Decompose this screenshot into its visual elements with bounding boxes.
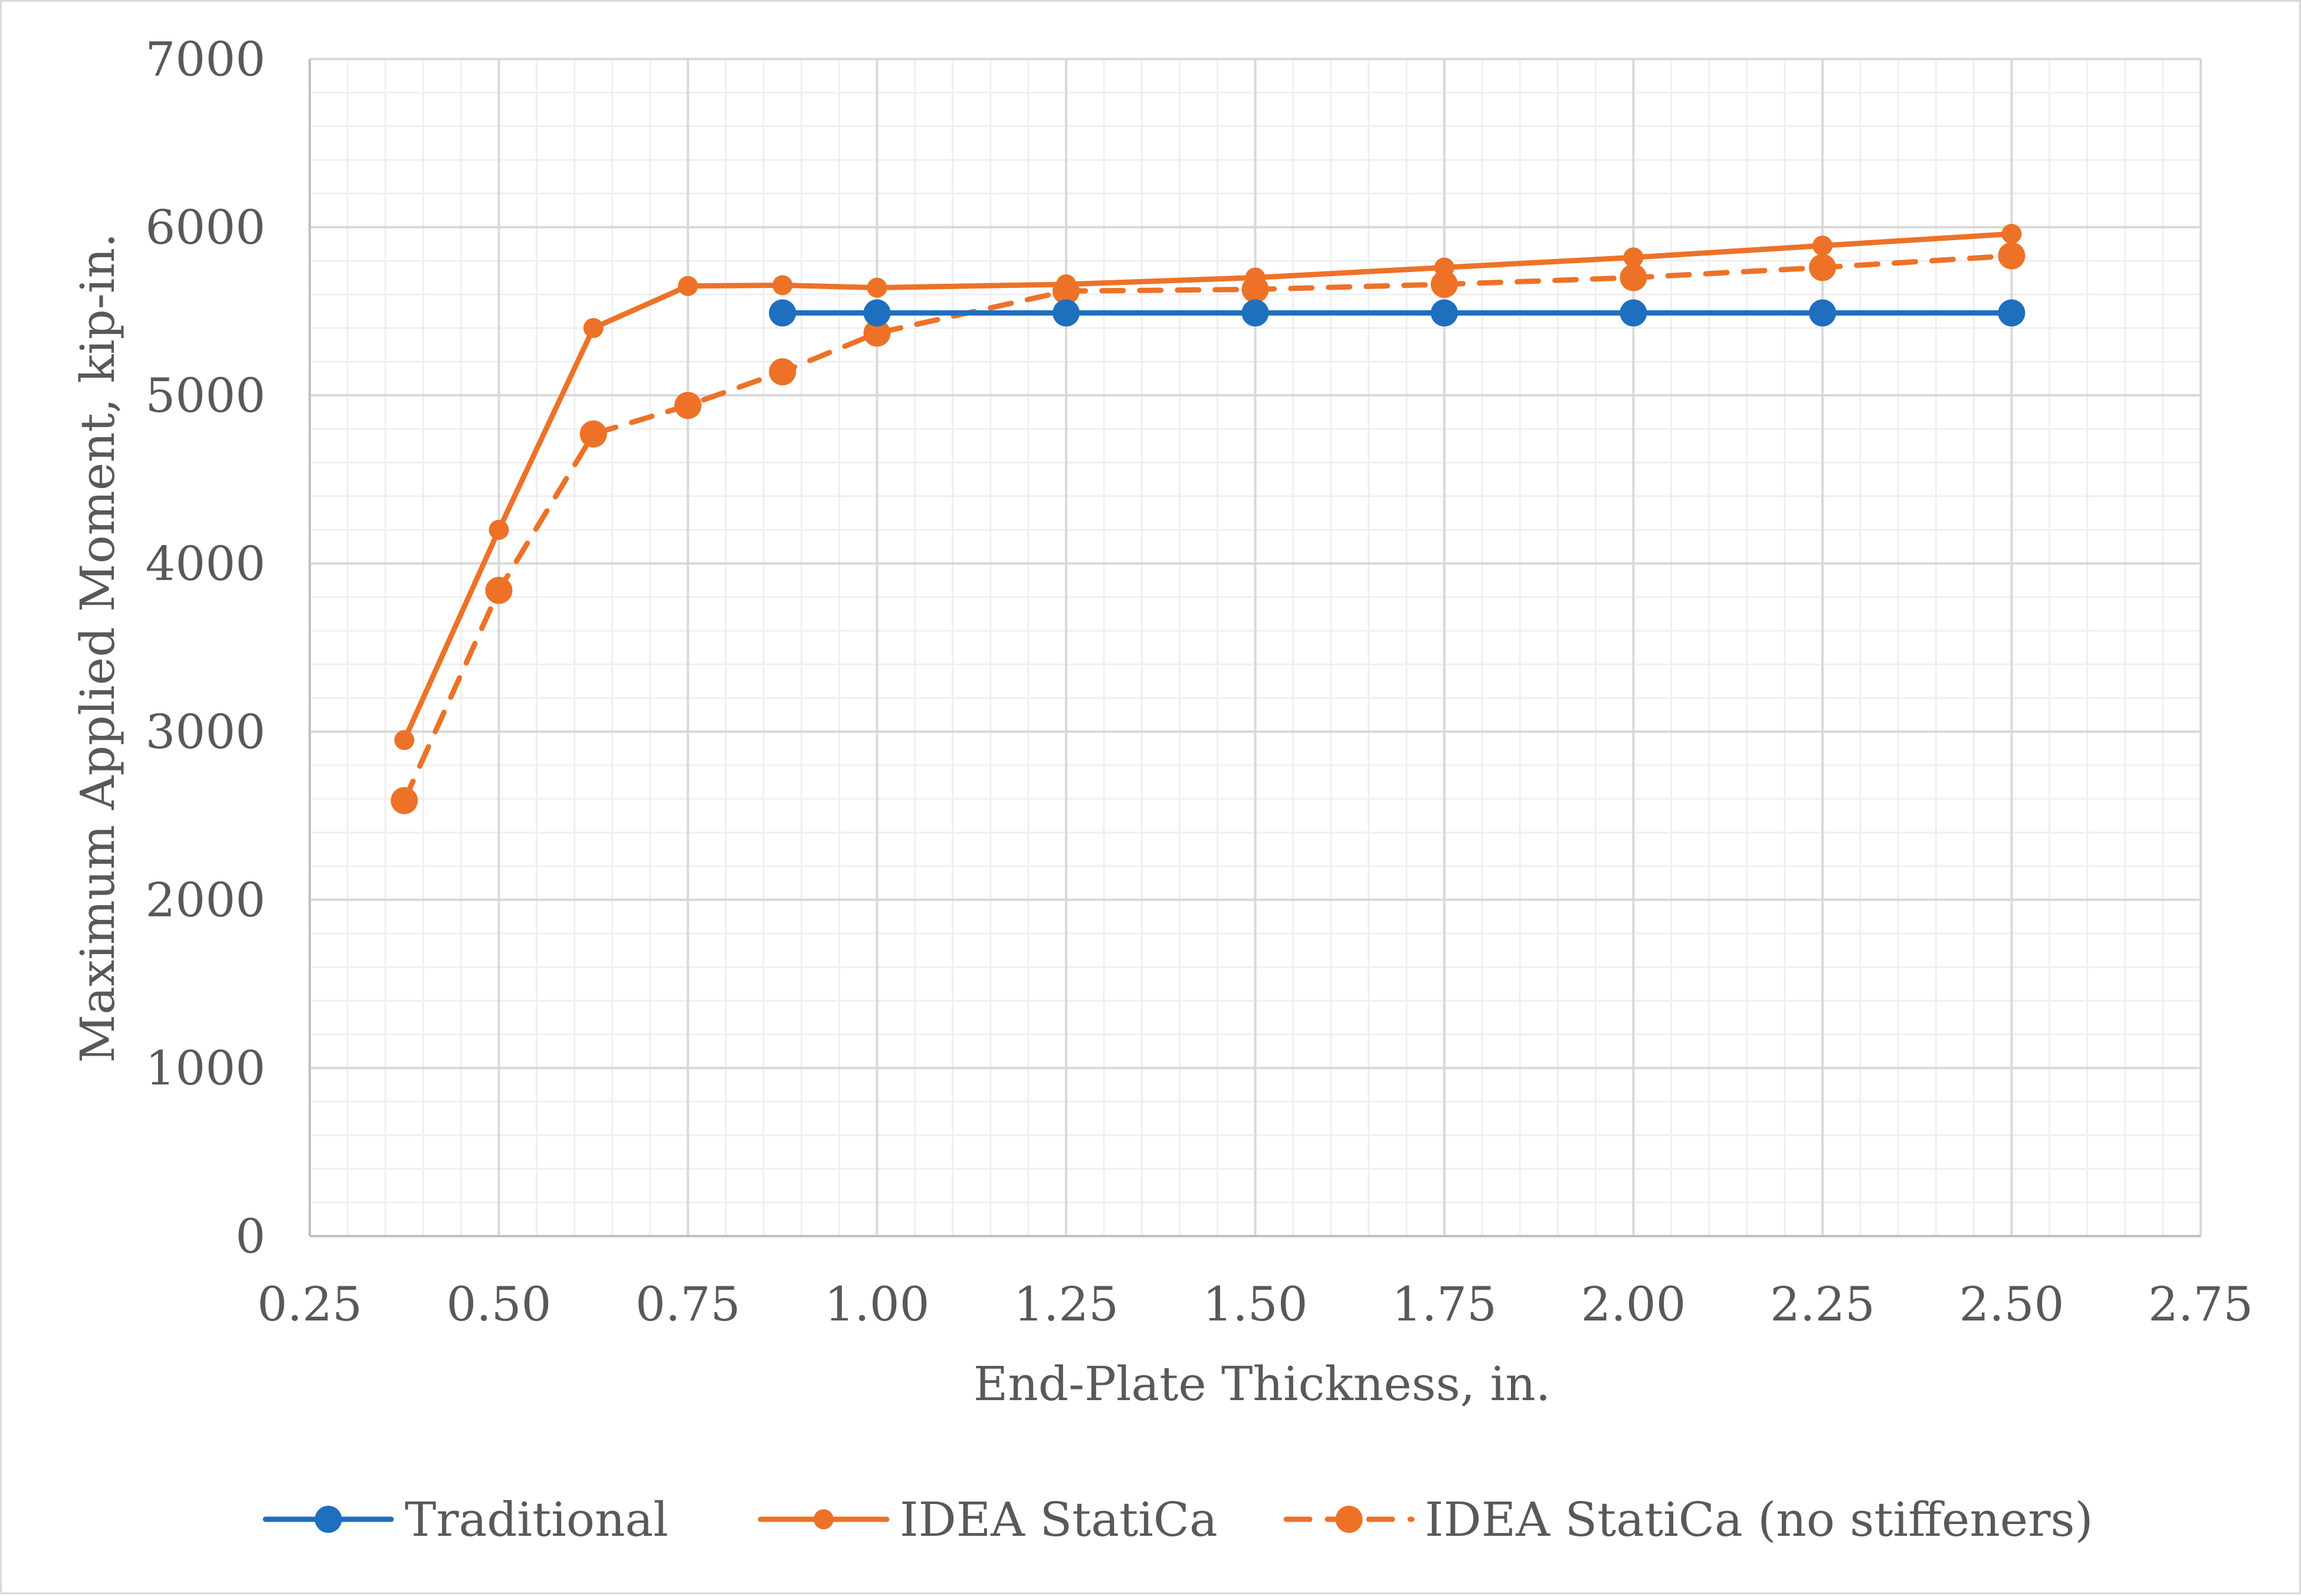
legend-swatch-marker bbox=[1335, 1506, 1363, 1533]
data-point bbox=[1998, 299, 2025, 327]
data-point bbox=[867, 277, 887, 298]
legend-label: IDEA StatiCa bbox=[900, 1492, 1218, 1547]
data-point bbox=[489, 520, 509, 540]
data-point bbox=[391, 786, 418, 814]
data-point bbox=[863, 319, 891, 347]
data-point bbox=[1623, 247, 1644, 268]
y-tick-label: 1000 bbox=[145, 1041, 266, 1096]
x-tick-label: 2.25 bbox=[1770, 1277, 1875, 1332]
series-line bbox=[401, 253, 2014, 804]
y-tick-label: 7000 bbox=[145, 32, 266, 87]
data-point bbox=[1809, 299, 1836, 327]
data-point bbox=[1053, 299, 1080, 327]
major-gridlines bbox=[309, 58, 2202, 1237]
y-tick-label: 5000 bbox=[145, 368, 266, 423]
legend-label: IDEA StatiCa (no stiffeners) bbox=[1425, 1492, 2093, 1547]
data-point bbox=[769, 358, 796, 386]
legend-item: Traditional bbox=[263, 1492, 668, 1547]
data-point bbox=[485, 576, 513, 604]
data-point bbox=[772, 275, 793, 296]
x-axis-title: End-Plate Thickness, in. bbox=[974, 1356, 1551, 1411]
y-axis-title: Maximum Applied Moment, kip-in. bbox=[70, 233, 125, 1063]
x-tick-label: 2.50 bbox=[1959, 1277, 2064, 1332]
x-tick-label: 1.75 bbox=[1392, 1277, 1497, 1332]
x-tick-label: 1.00 bbox=[824, 1277, 929, 1332]
data-point bbox=[1998, 242, 2025, 270]
y-tick-label: 3000 bbox=[145, 704, 266, 759]
legend-swatch-marker bbox=[814, 1509, 834, 1529]
data-point bbox=[1620, 264, 1647, 291]
data-point bbox=[1620, 299, 1647, 327]
x-tick-label: 0.50 bbox=[446, 1277, 551, 1332]
data-point bbox=[1431, 299, 1458, 327]
x-tick-label: 2.75 bbox=[2148, 1277, 2253, 1332]
series-1 bbox=[394, 224, 2022, 751]
series-0 bbox=[769, 299, 2025, 327]
legend-item: IDEA StatiCa bbox=[758, 1492, 1218, 1547]
x-tick-label: 1.50 bbox=[1202, 1277, 1307, 1332]
y-tick-label: 6000 bbox=[145, 200, 266, 255]
data-point bbox=[1809, 254, 1836, 281]
legend: Traditional IDEA StatiCa IDEA StatiCa (no … bbox=[263, 1492, 2093, 1547]
series-layer bbox=[391, 224, 2025, 814]
data-point bbox=[674, 392, 702, 420]
axes bbox=[309, 59, 2201, 1237]
y-axis-tick-labels: 0 1000 2000 3000 4000 5000 6000 7000 bbox=[145, 32, 266, 1264]
x-axis-tick-labels: 0.25 0.50 0.75 1.00 1.25 1.50 1.75 2.00 2.25 2.50… bbox=[257, 1277, 2253, 1332]
legend-label: Traditional bbox=[405, 1492, 668, 1547]
x-tick-label: 0.75 bbox=[635, 1277, 740, 1332]
data-point bbox=[2001, 224, 2022, 244]
data-point bbox=[579, 420, 607, 448]
x-tick-label: 0.25 bbox=[257, 1277, 362, 1332]
x-tick-label: 2.00 bbox=[1581, 1277, 1686, 1332]
data-point bbox=[678, 276, 698, 296]
data-point bbox=[394, 730, 415, 751]
data-point bbox=[1245, 267, 1266, 288]
y-tick-label: 2000 bbox=[145, 873, 266, 928]
y-tick-label: 0 bbox=[235, 1209, 266, 1264]
data-point bbox=[769, 299, 796, 327]
legend-item: IDEA StatiCa (no stiffeners) bbox=[1283, 1492, 2093, 1547]
series-line bbox=[401, 231, 2014, 743]
y-tick-label: 4000 bbox=[145, 536, 266, 591]
data-point bbox=[1241, 299, 1269, 327]
data-point bbox=[863, 299, 891, 327]
x-tick-label: 1.25 bbox=[1014, 1277, 1119, 1332]
data-point bbox=[1434, 257, 1454, 278]
data-point bbox=[1812, 235, 1833, 256]
data-point bbox=[1431, 270, 1458, 298]
minor-gridlines bbox=[310, 59, 2201, 1236]
legend-swatch-marker bbox=[314, 1506, 342, 1533]
data-point bbox=[583, 318, 604, 338]
data-point bbox=[1056, 274, 1076, 294]
